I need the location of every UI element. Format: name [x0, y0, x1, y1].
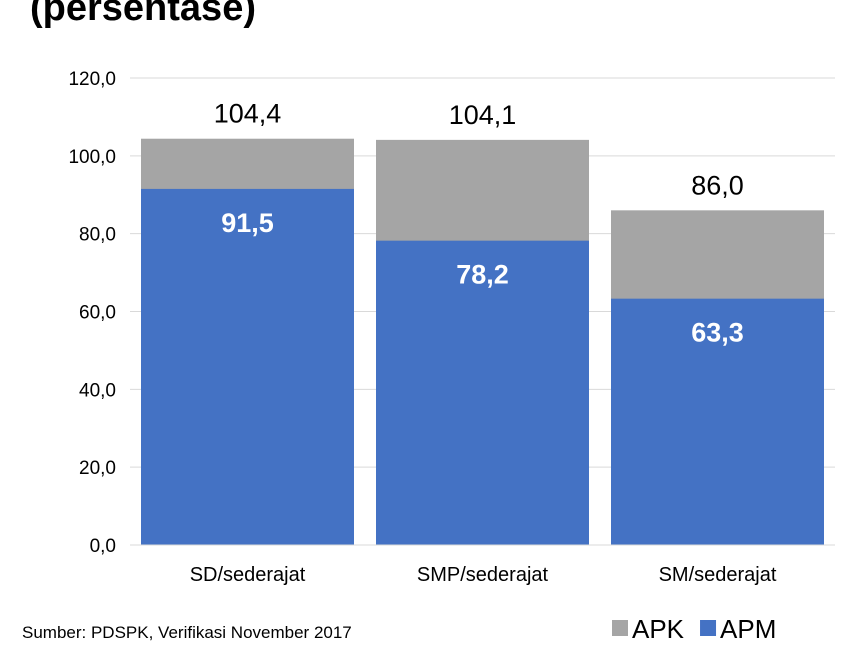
legend-label: APM	[720, 614, 776, 644]
legend-swatch	[612, 620, 628, 636]
data-label: 91,5	[221, 208, 274, 238]
y-tick-label: 0,0	[90, 536, 116, 557]
x-tick-label: SD/sederajat	[190, 564, 306, 586]
data-label: 104,1	[449, 100, 517, 130]
data-label: 86,0	[691, 170, 744, 200]
source-note: Sumber: PDSPK, Verifikasi November 2017	[22, 623, 352, 642]
data-label: 63,3	[691, 318, 744, 348]
data-label: 104,4	[214, 99, 282, 129]
y-tick-label: 120,0	[68, 69, 116, 90]
y-tick-label: 20,0	[79, 458, 116, 479]
bar	[611, 298, 824, 545]
x-tick-label: SM/sederajat	[659, 564, 777, 586]
chart-title: (persentase)	[30, 0, 256, 29]
bar	[376, 240, 589, 545]
y-tick-label: 60,0	[79, 303, 116, 324]
y-tick-label: 100,0	[68, 147, 116, 168]
legend-swatch	[700, 620, 717, 636]
bar	[141, 188, 354, 545]
legend-label: APK	[632, 614, 685, 644]
y-tick-label: 40,0	[79, 380, 116, 401]
data-label: 78,2	[456, 260, 509, 290]
y-tick-label: 80,0	[79, 225, 116, 246]
x-tick-label: SMP/sederajat	[417, 564, 549, 586]
